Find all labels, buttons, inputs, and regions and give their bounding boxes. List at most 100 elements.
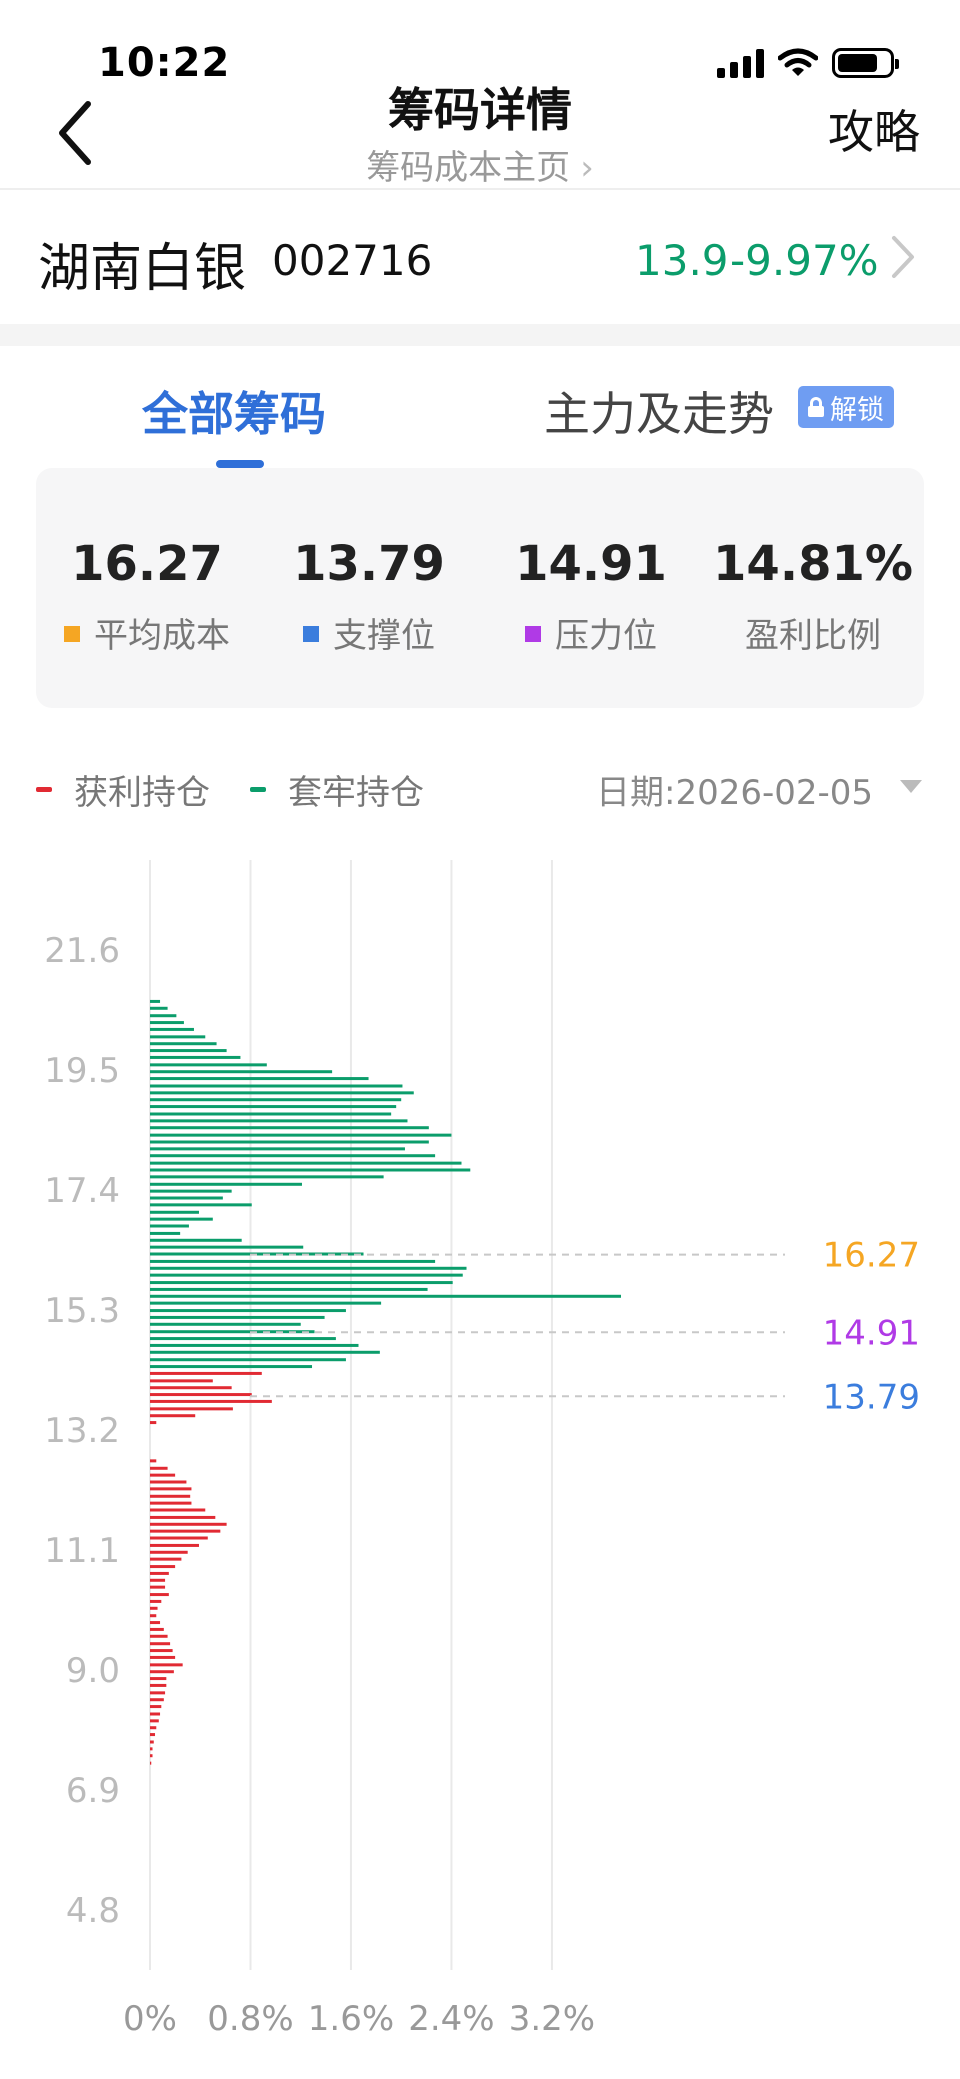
legend-profit: 获利持仓 xyxy=(36,765,210,814)
lock-icon xyxy=(808,397,824,417)
chip-bar xyxy=(150,1670,174,1674)
stat-profit-ratio: 14.81% 盈利比例 xyxy=(702,468,924,708)
chevron-down-icon[interactable] xyxy=(900,780,922,793)
chip-bar xyxy=(150,1049,227,1053)
x-tick-label: 0% xyxy=(123,1999,177,2039)
cellular-signal-icon xyxy=(717,48,764,78)
stat-label-row: 平均成本 xyxy=(36,608,258,657)
chip-bar xyxy=(150,1294,621,1298)
y-tick-label: 15.3 xyxy=(44,1291,120,1331)
chip-bar xyxy=(150,1182,302,1186)
chip-bar xyxy=(150,1175,384,1179)
chip-bar xyxy=(150,1161,462,1165)
legend-trapped-label: 套牢持仓 xyxy=(288,773,424,813)
status-icons xyxy=(717,48,899,78)
chip-bar xyxy=(150,1399,272,1403)
stock-price: 13.9 xyxy=(635,236,729,285)
chip-bar xyxy=(150,1627,164,1631)
chip-bar xyxy=(150,1726,157,1730)
back-arrow-icon[interactable] xyxy=(52,98,102,168)
chip-bar xyxy=(150,1119,408,1123)
chip-bar xyxy=(150,1543,199,1547)
chip-bar xyxy=(150,1712,161,1716)
y-tick-label: 21.6 xyxy=(44,931,120,971)
chip-bar xyxy=(150,1196,223,1200)
chart-svg: 0% 0.8% 1.6% 2.4% 3.2% 21.6 19.5 17.4 15.3 13.2 11… xyxy=(44,860,920,2039)
chip-bar xyxy=(150,1536,208,1540)
unlock-label: 解锁 xyxy=(830,394,884,426)
chip-bar xyxy=(150,1042,217,1046)
chip-bar xyxy=(150,1747,153,1751)
tab-main-trend[interactable]: 主力及走势 xyxy=(544,387,774,441)
stat-average-cost: 16.27 平均成本 xyxy=(36,468,258,708)
stat-value: 13.79 xyxy=(293,536,445,592)
tab-all-chips[interactable]: 全部筹码 xyxy=(142,387,326,441)
stock-code: 002716 xyxy=(272,236,433,285)
chip-bar xyxy=(150,1585,166,1589)
stock-row[interactable]: 湖南白银 002716 13.9 -9.97% xyxy=(0,192,960,324)
chevron-right-icon xyxy=(892,236,914,278)
chip-bar xyxy=(150,1386,232,1390)
chip-bar xyxy=(150,1224,189,1228)
stat-label-row: 压力位 xyxy=(480,608,702,657)
chip-bar xyxy=(150,1021,184,1025)
x-tick-label: 2.4% xyxy=(408,1999,494,2039)
chip-bar xyxy=(150,1006,168,1010)
chip-bar xyxy=(150,1343,359,1347)
stock-name: 湖南白银 xyxy=(38,239,247,299)
chip-distribution-chart: 0% 0.8% 1.6% 2.4% 3.2% 21.6 19.5 17.4 15.3 13.2 11… xyxy=(0,840,960,2070)
chip-bar xyxy=(150,1466,168,1470)
chip-bar xyxy=(150,1473,176,1477)
strategy-link[interactable]: 攻略 xyxy=(828,105,920,159)
chip-bar xyxy=(150,1480,187,1484)
chip-bar xyxy=(150,1522,227,1526)
chip-bar xyxy=(150,1027,194,1031)
chip-bar xyxy=(150,999,161,1003)
chip-bar xyxy=(150,1330,315,1334)
cost-homepage-link[interactable]: 筹码成本主页 › xyxy=(0,140,960,189)
chip-bar xyxy=(150,1147,405,1151)
chip-bar xyxy=(150,1259,436,1263)
chip-bar xyxy=(150,1070,333,1074)
purple-square-icon xyxy=(525,625,541,642)
reference-line-label: 16.27 xyxy=(823,1236,920,1276)
chip-bar xyxy=(150,1557,182,1561)
chip-bar xyxy=(150,1501,192,1505)
chip-bar xyxy=(150,1309,346,1313)
chip-bar xyxy=(150,1677,167,1681)
chip-bar xyxy=(150,1203,252,1207)
chip-bar xyxy=(150,1599,162,1603)
chip-bar xyxy=(150,1740,154,1744)
chip-bar xyxy=(150,1705,162,1709)
chip-bar xyxy=(150,1606,158,1610)
chip-bar xyxy=(150,1014,177,1018)
stat-label-row: 支撑位 xyxy=(258,608,480,657)
chip-bar xyxy=(150,1754,153,1758)
stat-label: 压力位 xyxy=(555,616,657,656)
page-title: 筹码详情 xyxy=(388,83,572,137)
chip-bar xyxy=(150,1663,183,1667)
chip-bar xyxy=(150,1063,267,1067)
chip-bar xyxy=(150,1287,428,1291)
chip-bar xyxy=(150,1719,159,1723)
orange-square-icon xyxy=(64,625,80,642)
y-tick-label: 19.5 xyxy=(44,1051,120,1091)
stat-label: 平均成本 xyxy=(94,616,230,656)
chip-bar xyxy=(150,1273,463,1277)
cost-homepage-label: 筹码成本主页 xyxy=(366,148,571,188)
chip-bar xyxy=(150,1515,216,1519)
chip-bar xyxy=(150,1371,262,1375)
unlock-button[interactable]: 解锁 xyxy=(798,386,894,428)
chip-bar xyxy=(150,1231,181,1235)
chip-bar xyxy=(150,1487,192,1491)
legend-trapped: 套牢持仓 xyxy=(250,765,424,814)
chevron-right-icon: › xyxy=(580,148,594,188)
date-selector[interactable]: 日期:2026-02-05 xyxy=(596,773,874,813)
chip-bar xyxy=(150,1761,152,1765)
chip-bar xyxy=(150,1691,166,1695)
chip-bar xyxy=(150,1350,380,1354)
y-tick-label: 17.4 xyxy=(44,1171,120,1211)
stock-change: -9.97% xyxy=(730,236,879,285)
chip-bar xyxy=(150,1077,369,1081)
chip-bar xyxy=(150,1459,157,1463)
